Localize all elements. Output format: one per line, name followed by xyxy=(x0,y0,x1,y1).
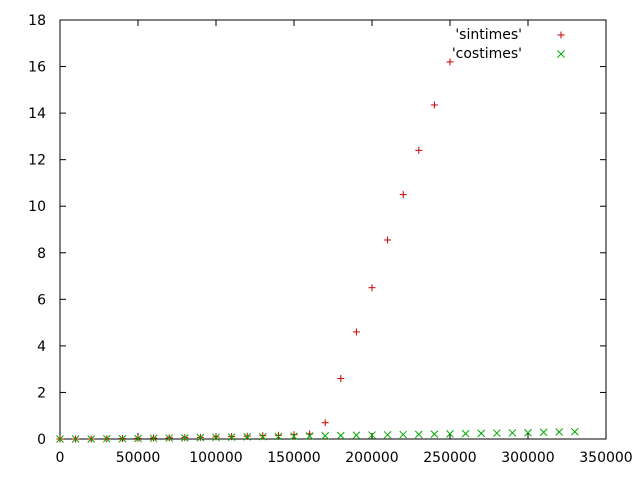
x-tick-label: 0 xyxy=(56,450,65,466)
costimes-point xyxy=(414,430,423,439)
y-tick-label: 6 xyxy=(37,292,46,308)
legend: 'sintimes' 'costimes' xyxy=(452,27,565,62)
plot-frame xyxy=(59,19,607,440)
costimes-point xyxy=(399,430,408,439)
costimes-point xyxy=(149,434,158,443)
costimes-point xyxy=(524,428,532,437)
costimes-point xyxy=(368,431,376,439)
y-tick-label: 12 xyxy=(28,153,46,169)
costimes-point xyxy=(539,428,548,437)
costimes-point xyxy=(165,434,174,442)
y-tick-label: 8 xyxy=(37,246,46,262)
costimes-point xyxy=(243,433,252,441)
sintimes-point xyxy=(368,284,376,292)
sintimes-point xyxy=(446,58,454,66)
x-tick-label: 250000 xyxy=(423,450,476,466)
costimes-point xyxy=(305,432,314,440)
y-tick-label: 18 xyxy=(28,13,46,29)
costimes-point xyxy=(71,435,80,443)
legend-marker-sintimes xyxy=(557,31,565,39)
x-tick-label: 150000 xyxy=(267,450,320,466)
costimes-point xyxy=(118,434,127,443)
x-tick-label: 100000 xyxy=(189,450,242,466)
legend-marker-costimes xyxy=(557,50,565,58)
x-tick-label: 50000 xyxy=(116,450,161,466)
x-tick-label: 350000 xyxy=(579,450,632,466)
sintimes-point xyxy=(290,431,298,439)
costimes-point xyxy=(430,430,439,438)
sintimes-point xyxy=(321,419,329,427)
costimes-point xyxy=(492,429,501,438)
costimes-point xyxy=(56,435,64,443)
costimes-point xyxy=(570,427,579,436)
y-tick-label: 14 xyxy=(28,106,46,122)
costimes-point xyxy=(446,430,454,438)
sintimes-point xyxy=(337,374,345,382)
y-tick-label: 16 xyxy=(28,60,46,76)
sintimes-point xyxy=(352,328,360,336)
costimes-point xyxy=(383,430,392,439)
sintimes-point xyxy=(399,191,407,199)
costimes-point xyxy=(290,432,298,441)
costimes-point xyxy=(134,434,142,443)
costimes-point xyxy=(180,433,189,442)
costimes-point xyxy=(336,431,345,440)
costimes-point xyxy=(555,428,564,436)
costimes-point xyxy=(352,431,361,440)
costimes-point xyxy=(227,433,236,441)
y-tick-label: 4 xyxy=(37,339,46,355)
costimes-point xyxy=(508,429,517,437)
sintimes-point xyxy=(430,101,438,109)
sintimes-point xyxy=(415,146,423,154)
x-tick-label: 300000 xyxy=(501,450,554,466)
costimes-point xyxy=(274,432,283,441)
costimes-point xyxy=(102,434,111,443)
legend-label-sintimes: 'sintimes' xyxy=(455,27,522,43)
costimes-point xyxy=(321,431,330,440)
y-tick-label: 2 xyxy=(37,385,46,401)
costimes-point xyxy=(258,432,267,441)
legend-label-costimes: 'costimes' xyxy=(452,46,522,62)
y-tick-label: 0 xyxy=(37,432,46,448)
y-tick-label: 10 xyxy=(28,199,46,215)
sintimes-point xyxy=(274,431,282,439)
costimes-point xyxy=(461,429,470,438)
costimes-point xyxy=(477,429,486,438)
costimes-point xyxy=(196,433,205,442)
x-tick-label: 200000 xyxy=(345,450,398,466)
data-points xyxy=(56,58,579,443)
sintimes-point xyxy=(259,432,267,440)
axis-ticks: 0 50000 100000 150000 200000 250000 300000 3500… xyxy=(28,13,633,466)
costimes-point xyxy=(212,433,220,442)
sintimes-point xyxy=(384,236,392,244)
costimes-point xyxy=(87,435,96,443)
